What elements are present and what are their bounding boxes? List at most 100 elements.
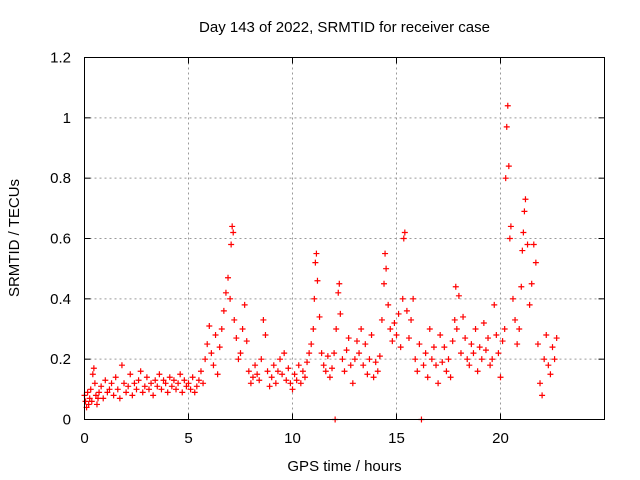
data-point <box>405 335 412 342</box>
data-point <box>304 359 311 366</box>
data-point <box>82 398 89 405</box>
data-point <box>104 389 111 396</box>
data-point <box>283 377 290 384</box>
data-point <box>506 235 513 242</box>
data-point <box>470 350 477 357</box>
data-point <box>366 356 373 363</box>
data-point <box>447 374 454 381</box>
data-point <box>270 362 277 369</box>
data-point <box>534 341 541 348</box>
data-point <box>345 335 352 342</box>
data-point <box>85 401 92 408</box>
data-point <box>200 380 207 387</box>
data-point <box>378 316 385 323</box>
data-point <box>360 362 367 369</box>
y-axis-label: SRMTID / TECUs <box>6 179 23 297</box>
plot-frame <box>84 57 605 420</box>
data-point <box>256 377 263 384</box>
data-point <box>145 386 152 393</box>
x-tick-label: 10 <box>284 430 301 447</box>
data-point <box>493 332 500 339</box>
data-point <box>131 380 138 387</box>
y-tick-label: 0.2 <box>50 351 71 368</box>
data-point <box>268 374 275 381</box>
data-point <box>272 380 279 387</box>
data-point <box>522 196 529 203</box>
data-point <box>376 353 383 360</box>
data-point <box>191 389 198 396</box>
data-point <box>489 356 496 363</box>
data-point <box>532 259 539 266</box>
data-point <box>102 377 109 384</box>
data-point <box>426 326 433 332</box>
data-point <box>439 359 446 366</box>
grid-lines <box>84 57 605 420</box>
data-point <box>391 319 398 326</box>
data-point <box>509 295 516 302</box>
data-point <box>241 301 248 308</box>
data-point <box>295 362 302 369</box>
data-point <box>518 283 525 290</box>
data-point <box>204 341 211 348</box>
data-point <box>353 338 360 345</box>
data-point <box>401 229 408 236</box>
data-point <box>110 392 117 399</box>
data-point <box>545 362 552 369</box>
y-tick-label: 0 <box>63 412 71 429</box>
data-point <box>320 362 327 369</box>
data-point <box>86 395 93 402</box>
data-point <box>414 368 421 375</box>
data-point <box>106 386 113 393</box>
data-point <box>541 356 548 363</box>
data-point <box>400 235 407 242</box>
data-point <box>239 326 246 332</box>
data-point <box>137 368 144 375</box>
data-point <box>474 368 481 375</box>
data-point <box>118 362 125 369</box>
data-point <box>247 380 254 387</box>
data-point <box>179 389 186 396</box>
data-point <box>399 295 406 302</box>
data-point <box>335 289 342 296</box>
data-point <box>485 335 492 342</box>
data-point <box>158 386 165 393</box>
data-point <box>306 350 313 357</box>
data-point <box>193 383 200 390</box>
data-point <box>520 229 527 236</box>
data-point <box>339 356 346 363</box>
data-point <box>312 259 319 266</box>
data-point <box>462 335 469 342</box>
data-point <box>164 389 171 396</box>
data-point <box>487 362 494 369</box>
x-axis-label: GPS time / hours <box>287 458 401 475</box>
data-point <box>364 371 371 378</box>
data-point <box>150 392 157 399</box>
data-point <box>443 368 450 375</box>
data-point <box>445 356 452 363</box>
data-point <box>123 389 130 396</box>
tick-labels: 0 5 10 15 20 0 0.2 0.4 0.6 0.8 1 1.2 <box>50 50 509 448</box>
data-point <box>92 392 99 399</box>
y-tick-label: 0.4 <box>50 291 71 308</box>
data-point <box>133 386 140 393</box>
data-point <box>331 350 338 357</box>
x-tick-label: 20 <box>492 430 509 447</box>
data-point <box>502 175 509 182</box>
data-point <box>121 380 128 387</box>
data-point <box>337 310 344 317</box>
data-point <box>428 356 435 363</box>
data-point <box>195 377 202 384</box>
data-point <box>422 350 429 357</box>
data-point <box>389 338 396 345</box>
data-point <box>212 332 219 339</box>
data-point <box>362 341 369 348</box>
data-point <box>537 380 544 387</box>
data-point <box>87 386 94 393</box>
data-point <box>308 341 315 348</box>
data-point <box>206 322 213 329</box>
data-point <box>499 338 506 345</box>
data-point <box>189 374 196 381</box>
data-point <box>393 332 400 339</box>
data-point <box>266 383 273 390</box>
data-point <box>521 208 528 215</box>
